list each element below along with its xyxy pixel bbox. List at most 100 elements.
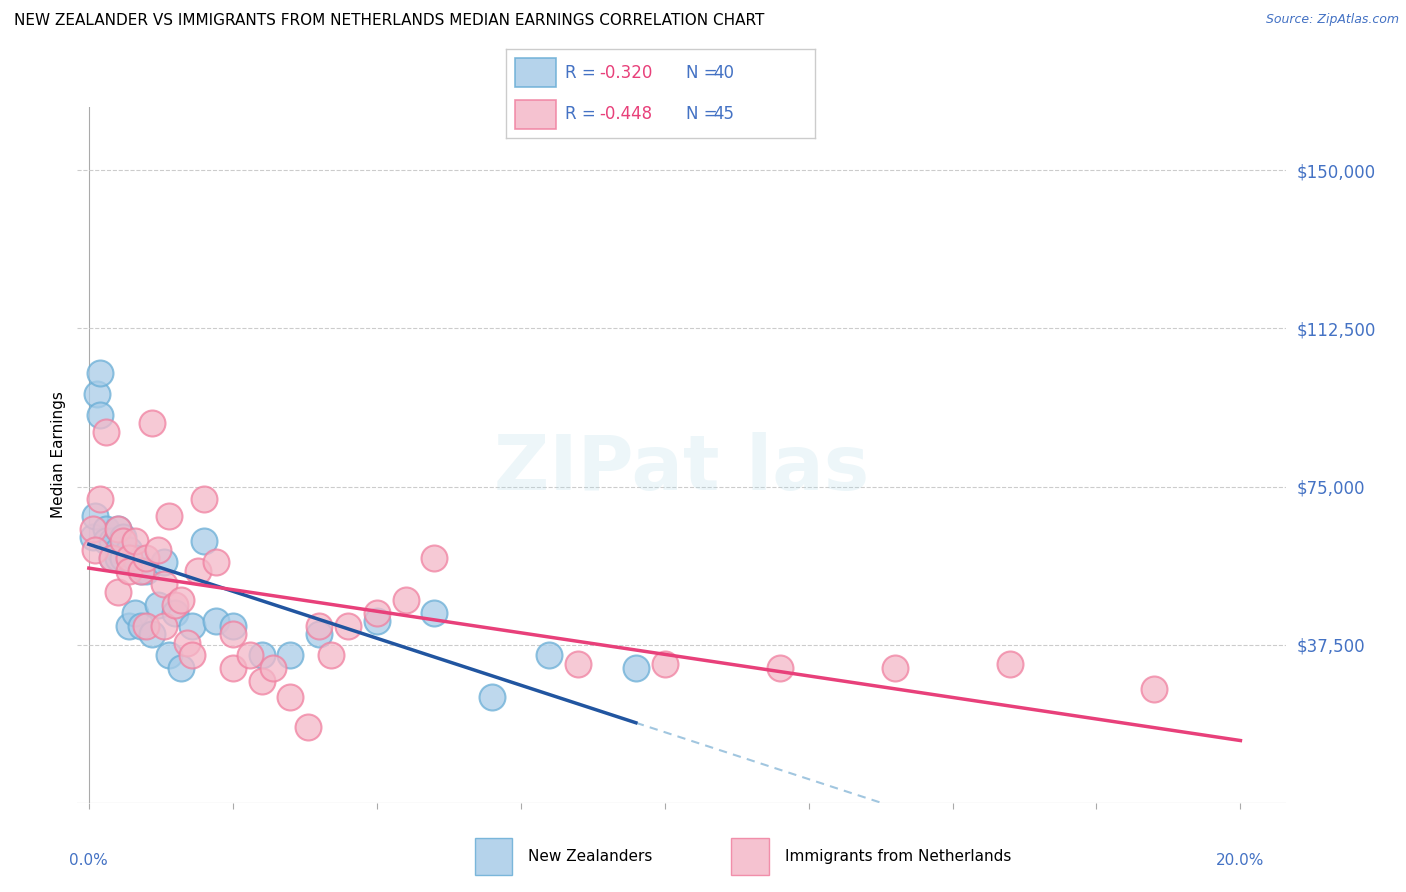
Point: [193, 492, 215, 507]
Point: [280, 690, 302, 705]
Point: [129, 564, 152, 578]
Text: R =: R =: [565, 105, 600, 123]
Point: [112, 534, 135, 549]
Point: [118, 564, 141, 578]
Point: [423, 606, 446, 620]
Point: [176, 635, 198, 649]
Text: 45: 45: [713, 105, 734, 123]
Point: [107, 551, 129, 566]
Point: [141, 627, 163, 641]
Point: [538, 648, 561, 663]
Point: [297, 720, 319, 734]
Point: [152, 576, 174, 591]
Point: [567, 657, 589, 671]
Point: [89, 408, 111, 422]
Point: [250, 648, 273, 663]
Point: [112, 530, 135, 544]
Point: [135, 618, 157, 632]
Point: [481, 690, 503, 705]
Point: [308, 618, 330, 632]
Text: R =: R =: [565, 64, 600, 82]
Text: N =: N =: [686, 105, 723, 123]
Point: [82, 522, 104, 536]
Point: [141, 417, 163, 431]
Point: [170, 661, 193, 675]
Point: [159, 509, 181, 524]
Point: [124, 534, 146, 549]
FancyBboxPatch shape: [475, 838, 512, 875]
Point: [118, 542, 141, 557]
Point: [101, 534, 124, 549]
Point: [135, 564, 157, 578]
Text: 0.0%: 0.0%: [69, 854, 108, 869]
Point: [181, 618, 204, 632]
Text: New Zealanders: New Zealanders: [529, 849, 652, 863]
Point: [222, 661, 245, 675]
Point: [107, 542, 129, 557]
Point: [165, 606, 187, 620]
Point: [152, 618, 174, 632]
Point: [769, 661, 792, 675]
Point: [118, 618, 141, 632]
FancyBboxPatch shape: [516, 58, 555, 87]
Point: [118, 551, 141, 566]
Point: [118, 551, 141, 566]
Point: [319, 648, 342, 663]
Point: [101, 551, 124, 566]
Point: [82, 530, 104, 544]
Point: [112, 551, 135, 566]
Point: [1143, 681, 1166, 696]
Point: [83, 509, 105, 524]
Point: [146, 542, 169, 557]
Text: Immigrants from Netherlands: Immigrants from Netherlands: [785, 849, 1011, 863]
Point: [884, 661, 907, 675]
Point: [187, 564, 209, 578]
Text: Source: ZipAtlas.com: Source: ZipAtlas.com: [1265, 13, 1399, 27]
Point: [239, 648, 262, 663]
Point: [89, 492, 111, 507]
Point: [624, 661, 647, 675]
Point: [423, 551, 446, 566]
FancyBboxPatch shape: [731, 838, 769, 875]
Point: [107, 522, 129, 536]
Point: [366, 606, 388, 620]
Point: [165, 598, 187, 612]
Point: [107, 585, 129, 599]
Point: [124, 606, 146, 620]
Point: [394, 593, 416, 607]
Point: [94, 534, 117, 549]
Point: [89, 366, 111, 380]
Point: [107, 522, 129, 536]
Point: [135, 551, 157, 566]
Text: 40: 40: [713, 64, 734, 82]
Point: [152, 556, 174, 570]
Point: [222, 627, 245, 641]
Point: [83, 542, 105, 557]
Point: [193, 534, 215, 549]
Point: [94, 425, 117, 439]
Point: [170, 593, 193, 607]
Point: [129, 564, 152, 578]
Point: [159, 648, 181, 663]
Point: [308, 627, 330, 641]
Point: [250, 673, 273, 688]
Point: [654, 657, 676, 671]
Point: [101, 551, 124, 566]
Point: [998, 657, 1021, 671]
Text: N =: N =: [686, 64, 723, 82]
Text: 20.0%: 20.0%: [1216, 854, 1264, 869]
Point: [146, 598, 169, 612]
Point: [181, 648, 204, 663]
Point: [204, 615, 226, 629]
Point: [204, 556, 226, 570]
Text: NEW ZEALANDER VS IMMIGRANTS FROM NETHERLANDS MEDIAN EARNINGS CORRELATION CHART: NEW ZEALANDER VS IMMIGRANTS FROM NETHERL…: [14, 13, 765, 29]
Point: [129, 618, 152, 632]
Text: ZIPat las: ZIPat las: [495, 432, 869, 506]
Text: -0.448: -0.448: [599, 105, 652, 123]
Point: [366, 615, 388, 629]
Point: [262, 661, 284, 675]
Point: [336, 618, 359, 632]
Text: -0.320: -0.320: [599, 64, 652, 82]
Point: [94, 522, 117, 536]
Y-axis label: Median Earnings: Median Earnings: [51, 392, 66, 518]
